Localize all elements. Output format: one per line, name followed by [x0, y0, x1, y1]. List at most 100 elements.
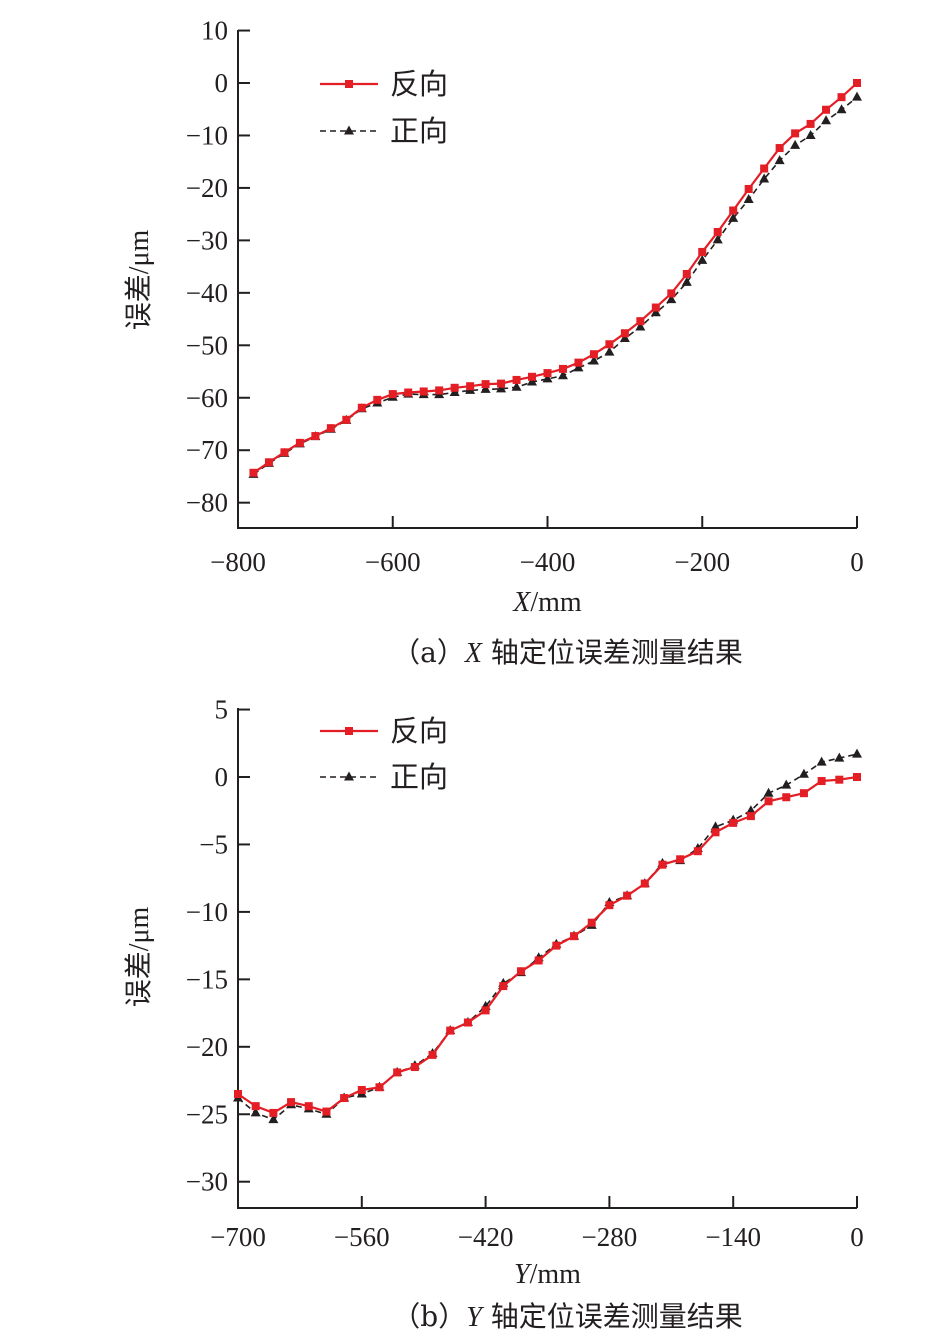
series-line	[252, 82, 858, 474]
chart-a: 10 0 −10 −20 −30 −40 −50 −60 −70 −80 −800 −600 −400 −…	[123, 16, 864, 669]
legend-marker	[344, 125, 354, 135]
axes	[237, 708, 857, 1209]
data-point	[781, 779, 792, 789]
data-point	[573, 362, 584, 372]
legend-marker	[345, 727, 353, 735]
data-point	[711, 828, 720, 837]
data-point	[743, 193, 754, 203]
data-point	[682, 269, 691, 278]
data-point	[373, 395, 382, 404]
data-point	[542, 373, 553, 383]
y-tick-label: −5	[199, 829, 228, 859]
data-point	[496, 383, 507, 393]
data-point	[798, 768, 809, 778]
data-point	[463, 1018, 472, 1027]
y-tick-label: −30	[186, 225, 228, 255]
y-tick-label: 0	[215, 68, 229, 98]
data-point	[574, 358, 583, 367]
data-point	[782, 793, 791, 802]
data-point	[304, 1102, 313, 1111]
y-tick-label: −15	[186, 964, 228, 994]
data-point	[605, 901, 614, 910]
data-point	[466, 382, 475, 391]
data-point	[326, 424, 335, 433]
data-point	[497, 379, 506, 388]
series-line	[253, 96, 858, 476]
data-point	[817, 777, 826, 786]
x-tick-label: −280	[582, 1222, 638, 1252]
data-point	[853, 79, 861, 87]
data-point	[589, 350, 598, 359]
data-point	[357, 403, 366, 412]
data-point	[816, 756, 827, 766]
legend-marker	[345, 80, 353, 88]
data-point	[558, 364, 567, 373]
data-point	[480, 383, 491, 393]
data-point	[666, 294, 677, 304]
y-tick-label: −50	[186, 330, 228, 360]
data-point	[760, 164, 769, 173]
y-tick-label: −25	[186, 1099, 228, 1129]
data-point	[249, 468, 258, 477]
data-point	[744, 184, 753, 193]
data-point	[790, 139, 801, 149]
data-point	[746, 812, 755, 821]
data-point	[280, 448, 289, 457]
y-tick-label: −20	[186, 173, 228, 203]
data-point	[635, 321, 646, 331]
data-point	[481, 380, 490, 389]
x-tick-label: −400	[520, 547, 576, 577]
data-point	[557, 370, 568, 380]
data-point	[234, 1090, 242, 1099]
data-point	[822, 105, 831, 114]
y-tick-label: −30	[186, 1167, 228, 1197]
data-point	[410, 1063, 419, 1072]
series-reverse	[234, 773, 861, 1117]
y-axis-label: 误差/μm	[123, 906, 155, 1007]
legend-label: 正向	[390, 114, 448, 148]
series-reverse	[249, 79, 861, 477]
data-point	[516, 967, 525, 976]
data-point	[251, 1102, 260, 1111]
data-point	[693, 847, 702, 856]
data-point	[698, 247, 707, 256]
data-point	[836, 104, 847, 114]
data-point	[713, 227, 722, 236]
legend-label: 反向	[390, 67, 448, 101]
x-axis-label: Y/mm	[514, 1259, 581, 1290]
data-point	[712, 234, 723, 244]
x-tick-label: −600	[365, 547, 421, 577]
data-point	[745, 805, 756, 815]
y-tick-label: −60	[186, 383, 228, 413]
data-point	[821, 115, 832, 125]
y-tick-label: 5	[215, 695, 229, 725]
data-point	[295, 438, 304, 447]
x-tick-label: 0	[850, 547, 864, 577]
data-point	[681, 276, 692, 286]
data-point	[512, 375, 521, 384]
data-point	[852, 91, 862, 101]
data-point	[587, 918, 596, 927]
y-tick-label: −10	[186, 897, 228, 927]
x-tick-label: −700	[210, 1222, 266, 1252]
data-point	[357, 1085, 366, 1094]
data-point	[340, 1094, 349, 1103]
y-tick-label: −80	[186, 488, 228, 518]
data-point	[250, 1107, 261, 1117]
data-point	[527, 376, 538, 386]
data-point	[311, 432, 320, 441]
chart-caption: （a）X 轴定位误差测量结果	[392, 636, 743, 669]
data-point	[268, 1114, 279, 1124]
data-point	[835, 775, 844, 784]
data-point	[428, 1050, 437, 1059]
data-point	[499, 982, 508, 991]
data-point	[450, 383, 459, 392]
x-tick-label: −800	[210, 547, 266, 577]
data-point	[619, 332, 630, 342]
data-point	[775, 144, 784, 153]
data-point	[388, 390, 397, 399]
chart-caption: （b）Y 轴定位误差测量结果	[392, 1300, 742, 1333]
y-tick-label: −20	[186, 1032, 228, 1062]
